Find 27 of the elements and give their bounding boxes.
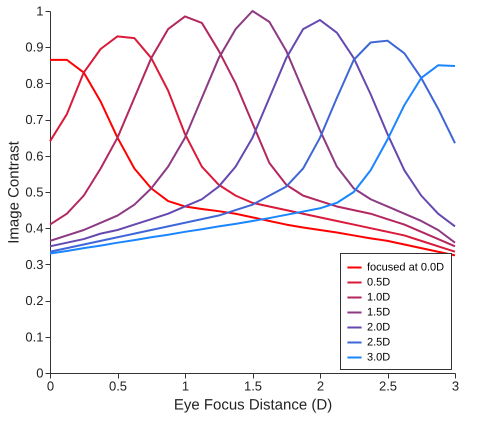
legend-label: 0.5D — [367, 276, 390, 288]
y-tick-label: 0.3 — [25, 256, 44, 272]
legend-label: 2.5D — [367, 336, 390, 348]
legend-label: 1.5D — [367, 306, 390, 318]
y-tick-label: 0.8 — [25, 76, 44, 91]
y-tick-label: 0.6 — [25, 148, 44, 164]
y-tick-label: 0.7 — [25, 112, 44, 128]
y-tick-label: 0.2 — [25, 293, 44, 308]
x-tick-label: 3 — [452, 378, 460, 394]
y-tick-label: 0.1 — [25, 329, 44, 344]
x-tick-label: 0 — [46, 378, 54, 394]
legend-label: focused at 0.0D — [367, 262, 444, 274]
y-tick-label: 0.4 — [25, 220, 44, 236]
x-tick-label: 2.5 — [378, 378, 398, 394]
legend-label: 2.0D — [367, 322, 390, 334]
y-tick-label: 0.9 — [25, 40, 44, 55]
x-tick-label: 2 — [316, 378, 324, 394]
legend-label: 3.0D — [367, 352, 390, 364]
x-tick-label: 0.5 — [108, 378, 128, 394]
x-tick-label: 1 — [182, 378, 190, 394]
x-axis-title: Eye Focus Distance (D) — [174, 396, 332, 414]
y-axis-title: Image Contrast — [5, 140, 22, 244]
y-tick-label: 0.5 — [25, 184, 44, 200]
legend-label: 1.0D — [367, 292, 390, 304]
y-tick-label: 0 — [36, 366, 44, 380]
x-tick-label: 1.5 — [244, 378, 262, 394]
y-tick-label: 1 — [36, 4, 44, 18]
